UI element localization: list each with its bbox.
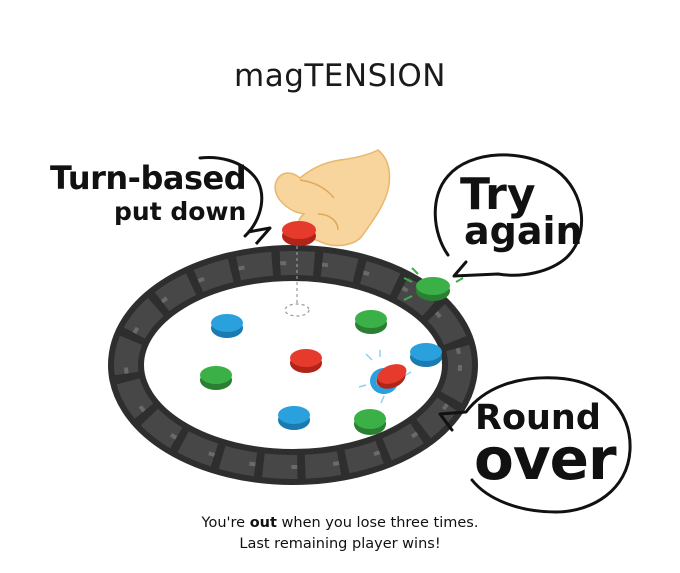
callout-round-over-line2: over [474, 425, 617, 493]
callout-try-again-line2: again [464, 209, 583, 253]
magnet-ring [108, 245, 478, 485]
rules-line-2: Last remaining player wins! [239, 536, 441, 552]
rules-line-1: You're out when you lose three times. [0, 513, 680, 534]
rules-line-1-emphasis: out [249, 515, 277, 531]
callout-round-over-line1: Round [475, 398, 601, 438]
disc-green-2 [200, 366, 232, 390]
drop-guide [284, 246, 310, 317]
game-title: magTENSION [234, 58, 446, 94]
disc-green-3 [354, 409, 386, 435]
disc-blue-2 [410, 343, 442, 367]
bubble-turn-based [198, 156, 264, 238]
disc-green-snapped [403, 267, 464, 301]
callout-turn-based-line2: put down [114, 197, 247, 226]
rules-line-1-end: when you lose three times. [276, 515, 479, 531]
disc-red-held [282, 221, 316, 246]
callout-try-again-line1: Try [460, 169, 536, 220]
disc-green-1 [355, 310, 387, 334]
callout-turn-based-line1: Turn-based [50, 159, 247, 197]
bubble-turn-based-tail [247, 226, 272, 245]
rules-line-1-start: You're [201, 515, 250, 531]
disc-collision [358, 350, 412, 404]
bubble-try-again [433, 153, 584, 278]
rules-text: You're out when you lose three times. La… [0, 513, 680, 555]
bubble-round-over [438, 376, 632, 514]
disc-red-1 [290, 349, 322, 373]
disc-blue-3 [278, 406, 310, 430]
disc-blue-1 [211, 314, 243, 338]
